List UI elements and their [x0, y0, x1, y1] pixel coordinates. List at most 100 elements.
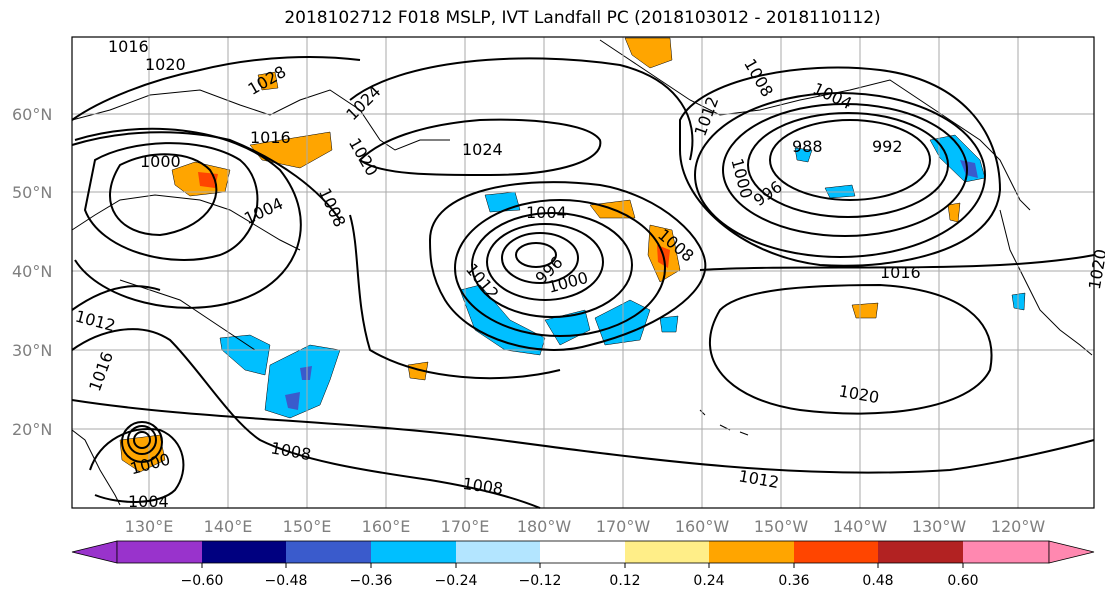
lon-label: 170°E [441, 517, 490, 536]
longitude-labels: 130°E 140°E 150°E 160°E 170°E 180°W 170°… [125, 517, 1046, 536]
shade-negative [794, 147, 813, 163]
colorbar-tick-label: −0.60 [181, 573, 224, 589]
colorbar-tick-label: −0.48 [265, 573, 308, 589]
shade-positive [624, 37, 673, 69]
map-title: 2018102712 F018 MSLP, IVT Landfall PC (2… [284, 8, 881, 28]
isobar [515, 242, 557, 268]
isobar [133, 431, 151, 449]
lon-label: 150°W [754, 517, 809, 536]
colorbar-segment [625, 541, 709, 563]
shade-negative [459, 284, 546, 356]
lon-label: 170°W [596, 517, 651, 536]
isobar [74, 127, 302, 309]
colorbar-tick-label: 0.12 [609, 573, 640, 589]
colorbar-tick-label: 0.24 [693, 573, 724, 589]
coastline-na-west [999, 209, 1093, 356]
ivt-shading [119, 37, 1026, 473]
graticule [72, 37, 1094, 508]
isobar [486, 223, 604, 301]
colorbar-tick-label: 0.36 [778, 573, 809, 589]
shade-negative [960, 160, 978, 178]
isobar [769, 119, 931, 201]
isobars [71, 56, 1095, 509]
isobar-label: 1028 [245, 62, 290, 99]
isobar-label: 1004 [526, 203, 567, 222]
isobar-label: 1004 [128, 492, 169, 511]
lat-label: 40°N [12, 262, 52, 281]
coastline-alaska [599, 39, 1031, 211]
colorbar-segment [371, 541, 456, 563]
colorbar-extend-high [1048, 540, 1095, 564]
colorbar-tick-label: 0.60 [947, 573, 978, 589]
lon-label: 120°W [991, 517, 1046, 536]
shade-positive [947, 202, 961, 223]
isobar [358, 118, 602, 177]
isobar [454, 199, 666, 337]
isobar-label: 992 [872, 137, 903, 156]
isobar-label: 1000 [140, 152, 181, 171]
colorbar-segment [963, 541, 1049, 563]
isobar [349, 214, 561, 380]
isobar [694, 92, 986, 258]
isobar-label: 1020 [345, 135, 382, 180]
shade-positive [851, 302, 879, 319]
isobar-label: 1024 [342, 82, 384, 124]
isobar [71, 399, 1095, 474]
lon-label: 140°W [833, 517, 888, 536]
isobar-label: 1020 [1085, 248, 1105, 291]
isobar [83, 142, 259, 261]
isobar-label: 988 [792, 137, 823, 156]
isobar [679, 66, 1002, 267]
shade-negative [264, 344, 341, 419]
isobar [699, 254, 1095, 271]
isobar [71, 56, 361, 121]
isobar-label: 1004 [241, 194, 286, 228]
lat-label: 60°N [12, 105, 52, 124]
isobar [708, 283, 993, 415]
shade-negative [300, 366, 312, 380]
isobar-label: 1024 [462, 140, 503, 159]
isobar [722, 103, 968, 237]
isobar [109, 153, 218, 237]
isobar [71, 285, 161, 311]
shade-negative [484, 191, 521, 213]
isobar-label: 1016 [250, 128, 291, 147]
isobar [127, 425, 157, 455]
shade-negative [285, 392, 300, 410]
shade-positive [407, 361, 429, 381]
coastline-asia [71, 89, 450, 506]
lon-label: 150°E [283, 517, 332, 536]
colorbar: −0.60 −0.48 −0.36 −0.24 −0.12 0.12 0.24 0.36 0.4… [71, 540, 1095, 589]
isobar [71, 328, 541, 509]
colorbar-segment [540, 541, 625, 563]
lon-label: 180°W [517, 517, 572, 536]
lat-label: 20°N [12, 420, 52, 439]
colorbar-segment [286, 541, 371, 563]
lon-label: 140°E [204, 517, 253, 536]
lat-label: 50°N [12, 183, 52, 202]
isobar-label: 1016 [880, 263, 921, 282]
colorbar-extend-low [71, 540, 118, 564]
isobar [747, 112, 949, 218]
coastlines [71, 39, 1093, 506]
latitude-labels: 60°N 50°N 40°N 30°N 20°N [12, 105, 52, 439]
isobar-label: 1020 [145, 55, 186, 74]
colorbar-tick-label: −0.12 [519, 573, 562, 589]
isobar-label: 1008 [461, 474, 504, 498]
isobar-label: 996 [750, 177, 786, 210]
isobar [428, 181, 707, 351]
lon-label: 130°E [125, 517, 174, 536]
isobar [471, 212, 633, 318]
islands-hawaii [699, 409, 749, 436]
map-frame [71, 36, 1095, 509]
lon-label: 160°W [675, 517, 730, 536]
isobar-label: 1016 [85, 349, 117, 394]
colorbar-tick-label: −0.36 [350, 573, 393, 589]
isobar [89, 428, 185, 503]
colorbar-segment [456, 541, 540, 563]
shade-positive [257, 71, 279, 91]
isobar [71, 131, 341, 221]
colorbar-tick-label: 0.48 [862, 573, 893, 589]
lon-label: 160°E [362, 517, 411, 536]
